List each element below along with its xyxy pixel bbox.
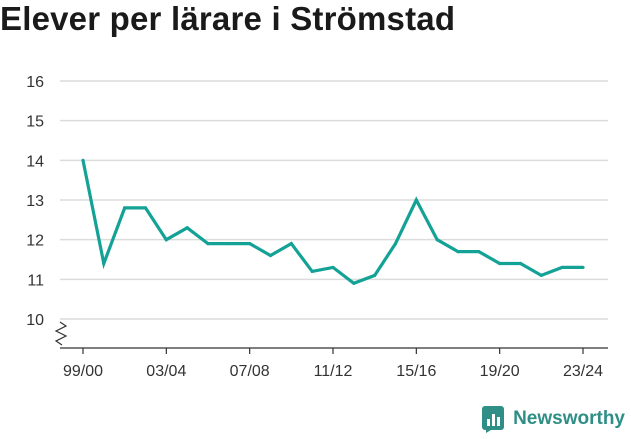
data-point	[414, 198, 418, 202]
data-point	[498, 261, 502, 266]
data-point	[456, 249, 460, 254]
brand-name: Newsworthy	[513, 408, 625, 429]
data-point	[164, 238, 168, 242]
y-tick-label: 16	[26, 74, 44, 91]
data-point	[289, 242, 293, 246]
data-point	[268, 253, 273, 258]
y-tick-label: 11	[27, 272, 44, 289]
x-tick-label: 23/24	[563, 363, 603, 380]
x-tick-label: 99/00	[63, 363, 103, 380]
x-tick-label: 11/12	[314, 363, 353, 380]
grid-lines	[60, 80, 608, 320]
data-point	[331, 265, 335, 270]
data-point	[393, 242, 398, 246]
x-axis-labels: 99/00 03/04 07/08 11/12 15/16 19/20 23/24	[63, 363, 603, 380]
axis-break-mark	[54, 321, 68, 346]
series-line	[81, 159, 583, 286]
y-tick-label: 15	[26, 114, 44, 131]
data-point	[248, 242, 252, 246]
chart-title: Elever per lärare i Strömstad	[0, 0, 456, 37]
data-point	[581, 265, 585, 270]
data-point	[477, 249, 481, 254]
data-point	[206, 242, 210, 246]
y-tick-label: 14	[26, 153, 44, 170]
bar-chart-doc-icon	[482, 406, 505, 433]
x-tick-label: 07/08	[230, 363, 270, 380]
y-tick-label: 13	[26, 193, 44, 210]
x-tick-label: 15/16	[396, 363, 436, 380]
brand-logo: Newsworthy	[481, 405, 625, 433]
data-point	[352, 281, 356, 285]
data-point	[185, 226, 189, 230]
series-line-group	[81, 158, 585, 286]
data-point	[518, 261, 523, 266]
data-point	[81, 158, 85, 162]
data-point	[310, 269, 314, 273]
data-point	[539, 273, 543, 277]
data-point	[435, 238, 439, 242]
data-point	[373, 273, 377, 277]
data-point	[560, 265, 564, 270]
data-point	[102, 261, 106, 266]
y-tick-label: 12	[26, 233, 44, 250]
data-point	[143, 206, 148, 210]
y-axis-labels: 10 11 12 13 14 15 16	[26, 74, 44, 329]
x-tick-label: 19/20	[480, 363, 520, 380]
data-point	[227, 242, 231, 246]
data-point	[123, 206, 127, 210]
y-tick-label: 10	[26, 312, 44, 329]
x-tick-label: 03/04	[146, 363, 186, 380]
x-axis	[54, 321, 608, 354]
